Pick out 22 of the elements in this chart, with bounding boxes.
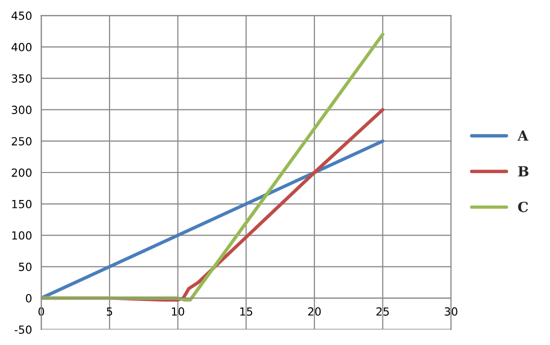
y-tick-label: 200 <box>12 168 32 177</box>
x-tick-label: 25 <box>376 307 389 316</box>
y-tick-label: 0 <box>26 294 32 302</box>
legend-label: A <box>517 130 528 141</box>
y-tick-label: 250 <box>12 137 32 146</box>
x-tick-label: 10 <box>172 307 184 316</box>
x-tick-label: 15 <box>240 307 252 316</box>
x-tick-label: 30 <box>444 307 458 316</box>
y-tick-label: 300 <box>12 106 32 114</box>
x-tick-label: 5 <box>106 307 112 316</box>
x-tick-label: 20 <box>308 307 321 316</box>
y-tick-label: 50 <box>18 262 32 272</box>
y-tick-label: 350 <box>12 74 32 83</box>
legend-label: C <box>518 202 528 212</box>
y-tick-label: -50 <box>14 325 32 334</box>
y-tick-label: 450 <box>12 12 32 20</box>
y-tick-label: 400 <box>12 42 32 52</box>
line-series <box>41 32 384 302</box>
x-tick-label: 0 <box>38 307 44 316</box>
y-tick-label: 100 <box>12 231 32 240</box>
y-tick-label: 150 <box>12 200 32 208</box>
legend-label: B <box>518 166 528 176</box>
